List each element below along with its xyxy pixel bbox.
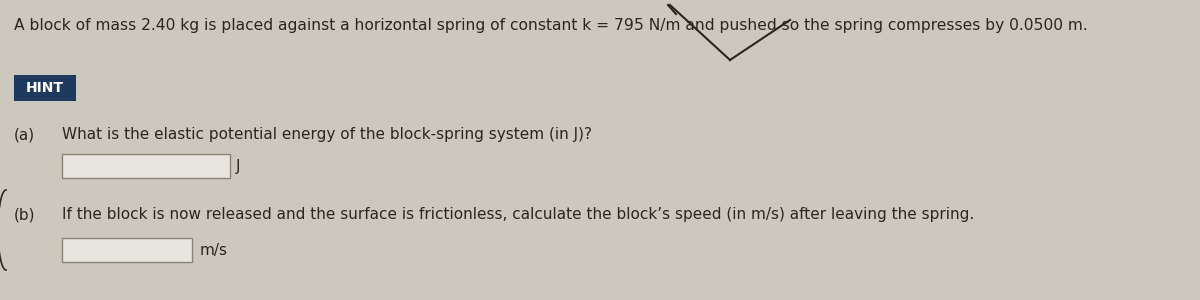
Text: A block of mass 2.40 kg is placed against a horizontal spring of constant k = 79: A block of mass 2.40 kg is placed agains… [14, 18, 1087, 33]
Text: HINT: HINT [26, 81, 64, 95]
Text: What is the elastic potential energy of the block-spring system (in J)?: What is the elastic potential energy of … [62, 127, 592, 142]
FancyBboxPatch shape [14, 75, 76, 101]
Text: If the block is now released and the surface is frictionless, calculate the bloc: If the block is now released and the sur… [62, 207, 974, 222]
Text: (a): (a) [14, 127, 35, 142]
FancyBboxPatch shape [62, 154, 230, 178]
Text: (b): (b) [14, 207, 36, 222]
Text: m/s: m/s [200, 242, 228, 257]
FancyBboxPatch shape [62, 238, 192, 262]
Text: J: J [236, 158, 240, 173]
